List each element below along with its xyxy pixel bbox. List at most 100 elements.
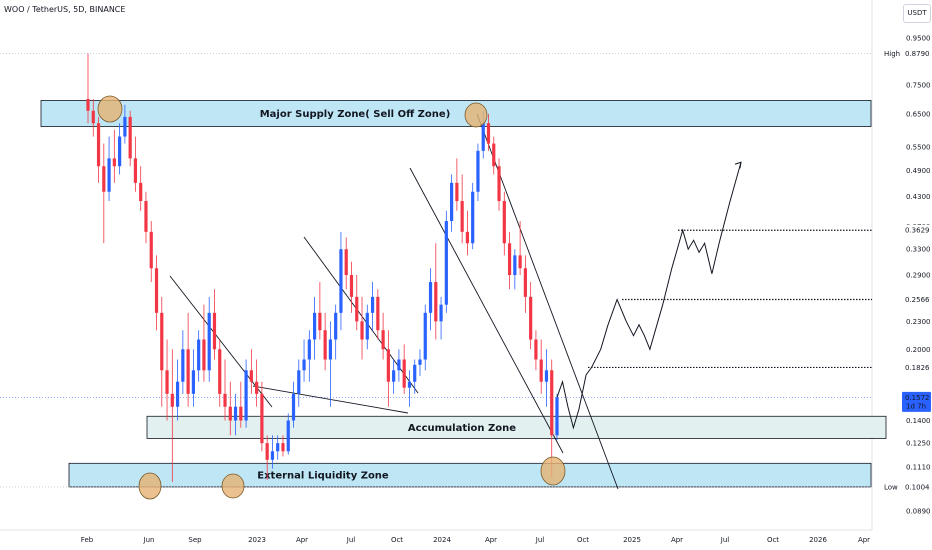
currency-button[interactable]: USDT bbox=[903, 4, 931, 23]
trend-line-1 bbox=[169, 275, 273, 408]
highlight-circle-5 bbox=[540, 456, 566, 486]
candle-body bbox=[239, 406, 243, 421]
candle-body bbox=[255, 381, 259, 394]
candle-body bbox=[360, 321, 364, 340]
y-tick-label: 0.2300 bbox=[906, 318, 931, 326]
candles-layer bbox=[86, 53, 559, 482]
candle-body bbox=[550, 370, 554, 436]
candle-body bbox=[197, 339, 201, 371]
y-axis-panel[interactable] bbox=[872, 0, 932, 550]
low-value: 0.1004 bbox=[905, 483, 930, 491]
candle-body bbox=[370, 296, 375, 313]
high-value: 0.8790 bbox=[905, 50, 930, 58]
candle-body bbox=[207, 312, 211, 371]
candle-body bbox=[529, 296, 533, 340]
candle-body bbox=[513, 255, 517, 276]
candle-body bbox=[186, 349, 190, 394]
candle-body bbox=[302, 359, 306, 371]
candle-body bbox=[518, 255, 522, 269]
candle-body bbox=[233, 406, 238, 421]
candle-body bbox=[218, 349, 222, 394]
candle-body bbox=[160, 312, 164, 371]
x-tick-label: Jul bbox=[535, 536, 545, 544]
accumulation-zone-label: Accumulation Zone bbox=[408, 423, 516, 434]
candle-body bbox=[539, 359, 543, 382]
candle-body bbox=[128, 116, 132, 159]
y-tick-label: 0.4900 bbox=[906, 167, 931, 175]
candle-body bbox=[281, 443, 285, 452]
x-tick-label: Oct bbox=[391, 536, 403, 544]
y-tick-label: 0.6500 bbox=[906, 110, 931, 118]
y-tick-label: 0.5500 bbox=[906, 144, 931, 152]
y-tick-label: 0.1110 bbox=[906, 463, 931, 471]
candle-body bbox=[249, 370, 253, 382]
target-badge-0.2566: 0.2566 bbox=[905, 296, 930, 304]
x-tick-label: 2025 bbox=[623, 536, 641, 544]
x-tick-label: Jul bbox=[720, 536, 730, 544]
candle-body bbox=[276, 443, 280, 452]
candle-body bbox=[502, 201, 506, 244]
x-tick-label: 2024 bbox=[433, 536, 451, 544]
candle-body bbox=[265, 443, 269, 460]
candle-body bbox=[544, 370, 549, 382]
circles-layer bbox=[97, 95, 566, 500]
y-tick-label: 0.7500 bbox=[906, 82, 931, 90]
candle-body bbox=[107, 158, 111, 192]
candle-body bbox=[507, 243, 512, 276]
trend-line-4 bbox=[409, 167, 564, 454]
candle-body bbox=[149, 231, 153, 269]
candle-body bbox=[181, 349, 185, 382]
candle-body bbox=[381, 330, 385, 350]
x-tick-label: Jun bbox=[143, 536, 155, 544]
candle-body bbox=[96, 123, 101, 167]
zones-layer: Major Supply Zone( Sell Off Zone) Accumul… bbox=[0, 53, 887, 488]
candle-body bbox=[455, 182, 459, 202]
candle-body bbox=[534, 339, 538, 360]
candle-body bbox=[434, 282, 438, 322]
candle-body bbox=[344, 249, 348, 276]
x-tick-label: Jul bbox=[346, 536, 356, 544]
y-tick-label: 0.2000 bbox=[906, 346, 931, 354]
candle-body bbox=[260, 393, 264, 444]
candle-body bbox=[102, 166, 106, 192]
candle-body bbox=[407, 381, 412, 388]
candle-body bbox=[297, 370, 301, 394]
y-axis[interactable]: 0.95000.75000.65000.55000.49000.43000.37… bbox=[906, 35, 931, 516]
candle-body bbox=[228, 406, 232, 421]
projection-path bbox=[556, 162, 742, 430]
candle-body bbox=[244, 370, 248, 421]
candle-body bbox=[402, 359, 406, 388]
candle-body bbox=[444, 221, 448, 305]
accumulation-zone bbox=[146, 415, 887, 439]
highlight-circle-2 bbox=[464, 102, 488, 128]
highlight-circle-4 bbox=[221, 473, 245, 499]
x-tick-label: Oct bbox=[767, 536, 779, 544]
low-label: Low bbox=[884, 483, 898, 491]
y-tick-label: 0.1400 bbox=[906, 417, 931, 425]
high-label: High bbox=[884, 50, 900, 58]
candle-body bbox=[355, 296, 359, 322]
candle-body bbox=[439, 304, 443, 322]
y-tick-label: 0.9500 bbox=[906, 35, 931, 43]
target-badge-0.2566-bg bbox=[902, 293, 931, 305]
candle-body bbox=[312, 312, 317, 340]
candle-body bbox=[460, 201, 464, 232]
candle-body bbox=[112, 158, 116, 167]
candle-body bbox=[492, 143, 496, 167]
x-tick-label: Apr bbox=[485, 536, 497, 544]
supply-zone-label: Major Supply Zone( Sell Off Zone) bbox=[260, 109, 451, 120]
candle-body bbox=[339, 249, 343, 313]
y-tick-label: 0.4300 bbox=[906, 193, 931, 201]
target-badge-0.3629-bg bbox=[902, 224, 931, 236]
candle-body bbox=[123, 116, 127, 137]
candle-body bbox=[86, 99, 90, 111]
candle-body bbox=[365, 312, 369, 340]
candle-body bbox=[349, 275, 354, 297]
highlight-circle-3 bbox=[138, 472, 162, 500]
candle-body bbox=[133, 158, 138, 183]
candle-body bbox=[291, 393, 296, 421]
x-axis[interactable]: Feb Jun Sep 2023 Apr Jul Oct 2024 Apr Jul Oct 2025 A… bbox=[81, 536, 870, 544]
candle-body bbox=[418, 359, 422, 365]
